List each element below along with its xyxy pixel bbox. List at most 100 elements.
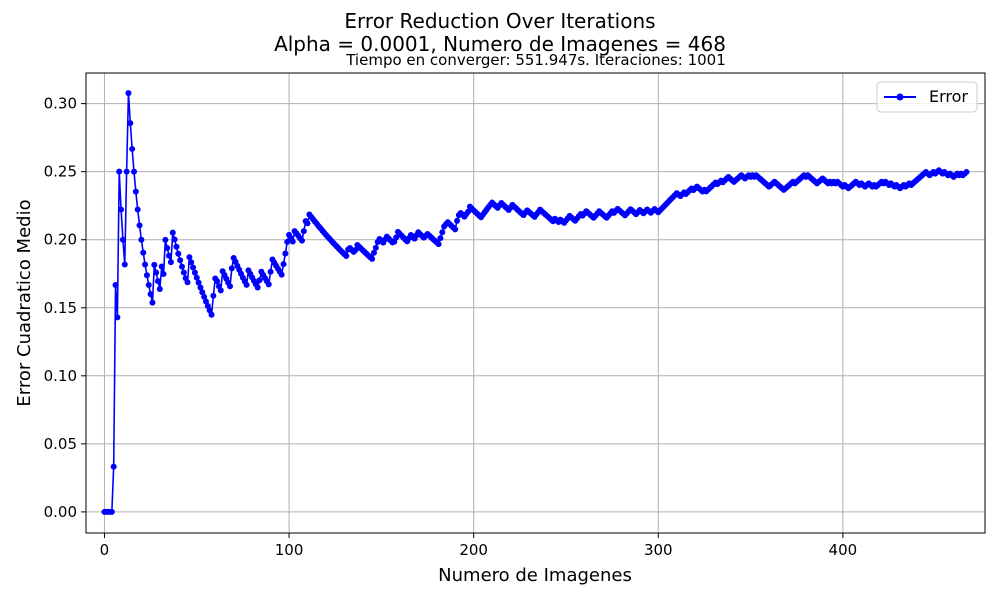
data-point — [162, 236, 169, 243]
data-point — [153, 269, 160, 276]
data-point — [154, 278, 161, 285]
grid — [86, 73, 985, 533]
axis-ticks: 0 100 200 300 400 0.00 0.05 0.10 0.15 0.20 0.25 0.3… — [44, 95, 858, 559]
legend-box — [876, 81, 978, 113]
data-point — [164, 245, 171, 252]
data-point — [110, 463, 117, 470]
data-point — [439, 229, 446, 236]
data-point — [108, 508, 115, 515]
data-point — [143, 272, 150, 279]
data-point — [121, 261, 128, 268]
data-point — [118, 206, 125, 213]
data-point — [123, 168, 130, 175]
data-point — [119, 236, 126, 243]
legend: Error — [876, 81, 978, 113]
data-point — [156, 285, 163, 292]
data-point — [199, 289, 206, 296]
data-point — [454, 217, 461, 224]
data-point — [435, 241, 442, 248]
data-point — [114, 314, 121, 321]
y-tick-label: 0.15 — [44, 299, 77, 317]
data-point — [175, 250, 182, 257]
data-point — [226, 283, 233, 290]
data-point — [169, 229, 176, 236]
data-point — [289, 238, 296, 245]
data-point — [228, 265, 235, 272]
data-point — [278, 271, 285, 278]
data-point — [186, 254, 193, 261]
data-point — [178, 263, 185, 270]
data-point — [963, 168, 970, 175]
data-point — [151, 261, 158, 268]
data-point — [177, 257, 184, 264]
data-point — [304, 220, 311, 227]
chart-subtitle: Tiempo en converger: 551.947s. Iteracion… — [345, 51, 726, 69]
data-point — [254, 284, 261, 291]
data-point — [138, 236, 145, 243]
data-point — [372, 244, 379, 251]
data-point — [136, 222, 143, 229]
y-tick-label: 0.25 — [44, 163, 77, 181]
data-point — [214, 278, 221, 285]
data-point — [267, 268, 274, 275]
data-point — [173, 243, 180, 250]
data-point — [195, 279, 202, 286]
plot-frame — [85, 72, 986, 534]
data-point — [217, 287, 224, 294]
data-point — [167, 259, 174, 266]
data-point — [127, 120, 134, 127]
data-point — [393, 234, 400, 241]
data-point — [193, 274, 200, 281]
data-point — [132, 188, 139, 195]
legend-marker — [896, 93, 904, 101]
data-point — [180, 269, 187, 276]
data-point — [369, 255, 376, 262]
data-point — [370, 249, 377, 256]
data-point — [201, 293, 208, 300]
data-point — [160, 271, 167, 278]
x-tick-label: 100 — [275, 541, 304, 559]
data-point — [437, 235, 444, 242]
data-point — [300, 228, 307, 235]
data-point — [147, 291, 154, 298]
data-point — [145, 282, 152, 289]
data-point — [208, 311, 215, 318]
data-point — [452, 226, 459, 233]
x-tick-label: 300 — [644, 541, 673, 559]
legend-label: Error — [929, 87, 968, 106]
y-tick-label: 0.10 — [44, 367, 77, 385]
data-point — [280, 261, 287, 268]
data-point — [134, 206, 141, 213]
data-point — [190, 264, 197, 271]
data-point — [256, 277, 263, 284]
x-tick-label: 0 — [100, 541, 110, 559]
y-tick-label: 0.20 — [44, 231, 77, 249]
y-axis-label: Error Cuadratico Medio — [14, 199, 35, 406]
data-point — [129, 145, 136, 152]
data-point — [112, 282, 119, 289]
chart-title: Error Reduction Over Iterations — [344, 9, 655, 33]
data-point — [131, 168, 137, 175]
data-point — [188, 259, 195, 266]
data-point — [191, 269, 198, 276]
data-point — [202, 298, 209, 305]
data-point — [243, 281, 250, 288]
y-tick-label: 0.05 — [44, 435, 77, 453]
data-point — [125, 90, 132, 97]
data-point — [265, 281, 272, 288]
data-point — [284, 238, 291, 245]
data-point — [282, 250, 289, 257]
y-tick-label: 0.00 — [44, 503, 77, 521]
data-point — [298, 237, 305, 244]
data-point — [184, 279, 191, 286]
data-point — [142, 261, 149, 268]
data-point — [166, 252, 173, 259]
data-point — [149, 299, 156, 306]
data-point — [140, 249, 147, 256]
data-point — [171, 236, 178, 243]
series-error — [101, 90, 970, 515]
data-point — [343, 253, 350, 260]
x-tick-label: 200 — [459, 541, 488, 559]
